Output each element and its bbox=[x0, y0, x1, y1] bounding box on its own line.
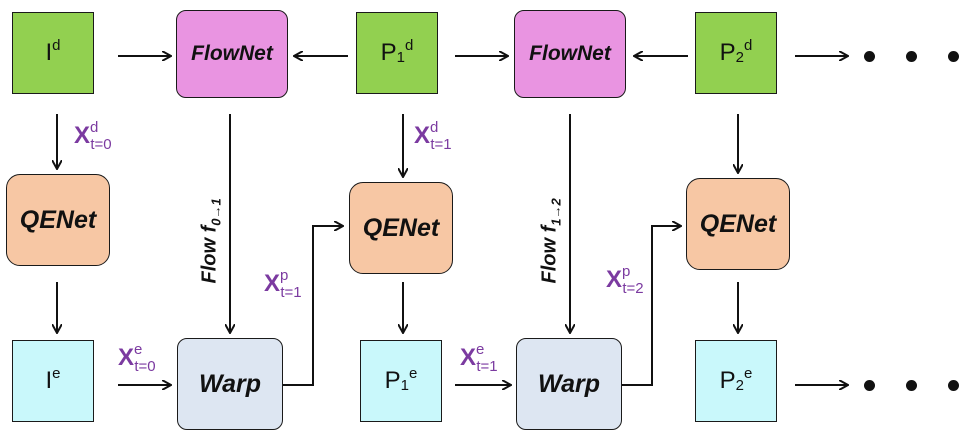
flownet-label-2: FlowNet bbox=[529, 42, 611, 65]
qenet-label-2: QENet bbox=[699, 209, 777, 238]
qenet-box-2: QENet bbox=[686, 178, 790, 270]
label-xd-t1: Xdt=1 bbox=[414, 119, 452, 153]
label-xp-t2: Xpt=2 bbox=[606, 263, 644, 297]
flow-label-f12: Flow f1→2 bbox=[538, 198, 564, 284]
qenet-label-1: QENet bbox=[362, 213, 440, 242]
warp-label-1: Warp bbox=[198, 369, 262, 398]
label-xp-t1: Xpt=1 bbox=[264, 267, 302, 301]
qenet-box-1: QENet bbox=[349, 182, 453, 274]
ellipsis-dot-bottom-1 bbox=[864, 380, 875, 391]
ellipsis-dot-bottom-2 bbox=[906, 380, 917, 391]
flownet-box-2: FlowNet bbox=[514, 10, 626, 98]
frame-p2-e: P2e bbox=[695, 340, 777, 422]
ellipsis-dot-top-1 bbox=[864, 51, 875, 62]
warp-label-2: Warp bbox=[537, 369, 601, 398]
flownet-box-1: FlowNet bbox=[176, 10, 288, 98]
frame-i-d: Id bbox=[12, 12, 94, 94]
label-xe-t1: Xet=1 bbox=[460, 341, 498, 375]
ellipsis-dot-bottom-3 bbox=[948, 380, 959, 391]
label-xe-t0: Xet=0 bbox=[118, 341, 156, 375]
frame-p2-d: P2d bbox=[695, 12, 777, 94]
flownet-label-1: FlowNet bbox=[191, 42, 273, 65]
warp-box-1: Warp bbox=[177, 338, 283, 430]
qenet-box-0: QENet bbox=[6, 174, 110, 266]
frame-p1-d: P1d bbox=[356, 12, 438, 94]
frame-i-e: Ie bbox=[12, 340, 94, 422]
label-xd-t0: Xdt=0 bbox=[74, 119, 112, 153]
frame-p1-e: P1e bbox=[360, 340, 442, 422]
ellipsis-dot-top-3 bbox=[948, 51, 959, 62]
qenet-label-0: QENet bbox=[19, 205, 97, 234]
flow-label-f01: Flow f0→1 bbox=[198, 198, 224, 284]
arrow-warp2-to-qenet2 bbox=[622, 226, 680, 386]
arrow-warp1-to-qenet1 bbox=[283, 226, 342, 386]
ellipsis-dot-top-2 bbox=[906, 51, 917, 62]
warp-box-2: Warp bbox=[516, 338, 622, 430]
